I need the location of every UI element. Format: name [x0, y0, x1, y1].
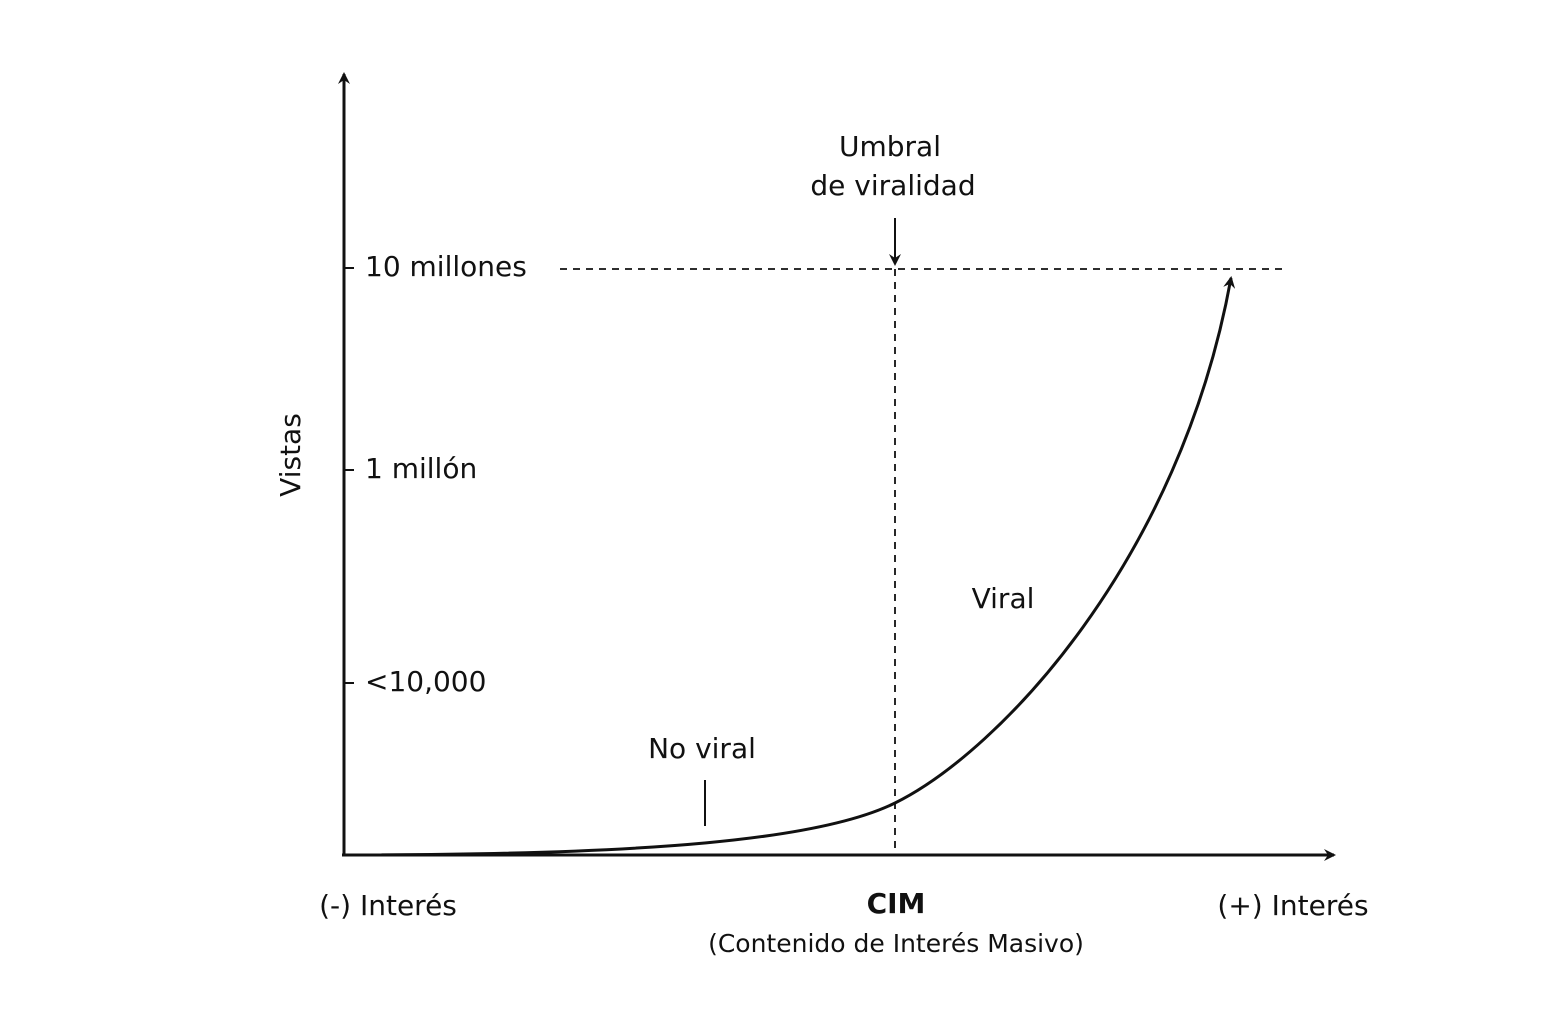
threshold-label: de viralidad [810, 169, 975, 202]
x-axis-label: (-) Interés [319, 889, 457, 922]
x-axis-label: CIM [867, 887, 926, 920]
level-label: <10,000 [365, 665, 486, 698]
x-axis-label: (+) Interés [1217, 889, 1368, 922]
region-label: Viral [972, 582, 1035, 615]
threshold-label: Umbral [839, 130, 941, 163]
region-label: No viral [648, 732, 756, 765]
level-label: 1 millón [365, 452, 477, 485]
x-axis-note: (Contenido de Interés Masivo) [708, 929, 1084, 958]
y-axis-title: Vistas [274, 413, 307, 497]
level-label: 10 millones [365, 250, 527, 283]
growth-curve [343, 276, 1236, 857]
